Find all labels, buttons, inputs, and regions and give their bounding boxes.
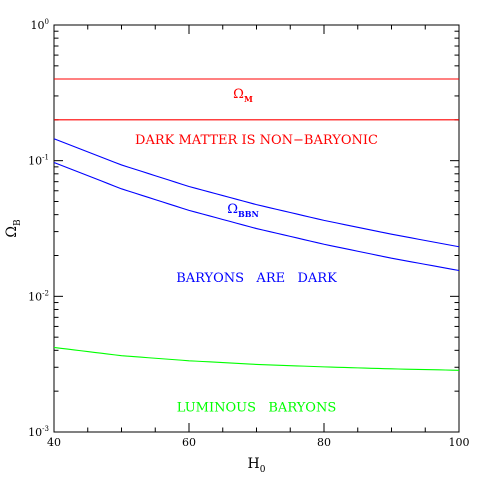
series-bbn-upper [53,138,460,248]
annotation-omega-bbn: ΩBBN [227,202,259,219]
y-tick-label: 10-2 [28,289,49,303]
x-tick-label: 60 [182,436,196,449]
y-tick-label: 10-3 [28,425,49,439]
y-tick-label: 100 [31,18,49,32]
series-bbn-lower [53,161,460,272]
y-axis-label: ΩB [4,219,23,238]
y-tick-label: 10-1 [28,154,49,168]
annotation-layer: ΩM DARK MATTER IS NON−BARYONIC ΩBBN BARYONS… [135,87,378,415]
x-axis-label: H0 [248,456,266,475]
tick-marks [53,24,460,433]
series-luminous [53,346,460,371]
tick-labels: 40 60 80 100 100 10-1 10-2 10-3 [28,18,469,449]
x-tick-label: 80 [317,436,331,449]
annotation-dark-matter: DARK MATTER IS NON−BARYONIC [135,133,378,148]
annotation-omega-m: ΩM [233,87,253,104]
x-tick-label: 40 [47,436,61,449]
series-layer [53,78,460,371]
annotation-luminous-baryons: LUMINOUS BARYONS [177,400,336,415]
x-tick-label: 100 [449,436,470,449]
annotation-baryons-dark: BARYONS ARE DARK [176,271,337,286]
